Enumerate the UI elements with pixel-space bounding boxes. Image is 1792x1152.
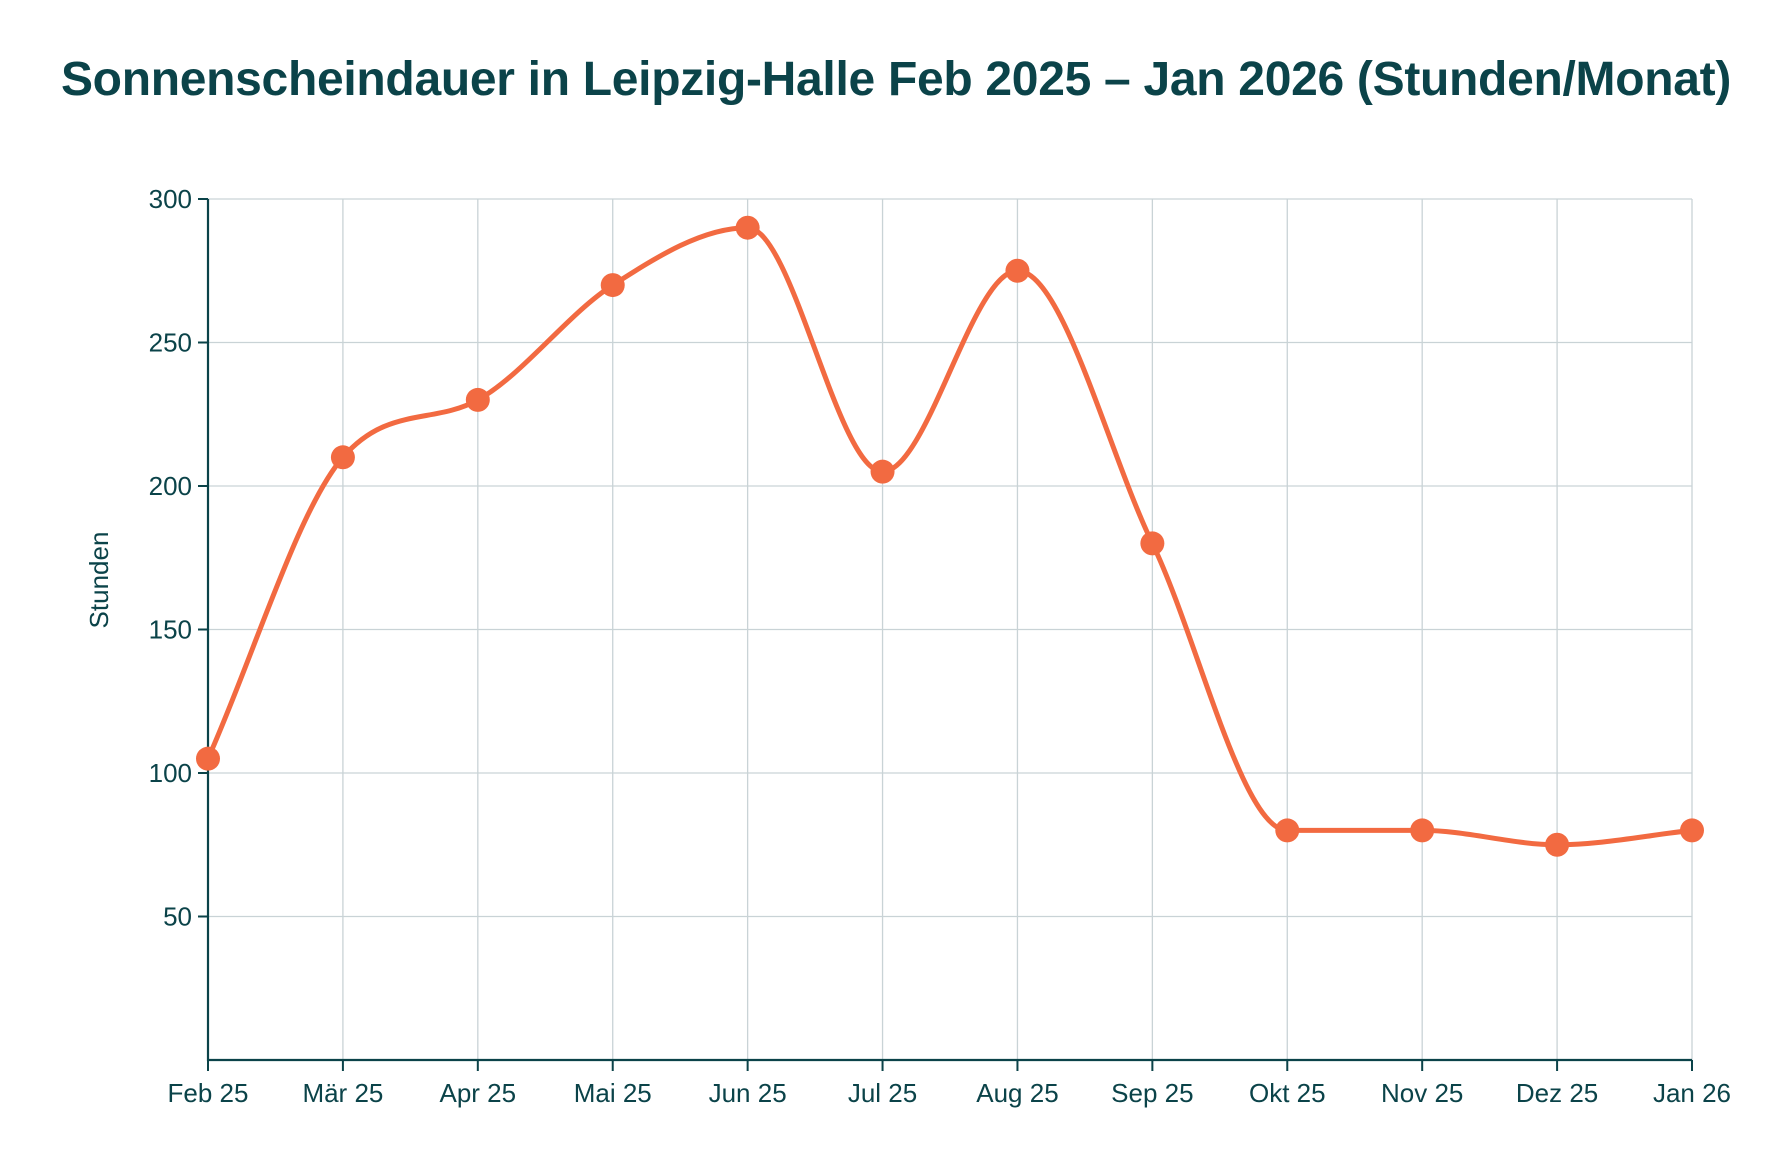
y-tick-label: 50 [163,902,192,932]
x-tick-label: Jun 25 [709,1078,787,1108]
data-point-marker [1275,818,1300,843]
data-point-marker [330,445,355,470]
data-point-marker [870,459,895,484]
data-point-marker [1005,258,1030,283]
y-tick-label: 300 [149,184,192,214]
data-point-marker [465,387,490,412]
data-point-marker [1410,818,1435,843]
gridlines [208,198,1693,1060]
y-tick-label: 250 [149,328,192,358]
y-tick-label: 200 [149,471,192,501]
chart-title: Sonnenscheindauer in Leipzig-Halle Feb 2… [60,53,1732,106]
data-point-marker [1680,818,1704,843]
data-point-marker [1140,531,1165,556]
y-axis-ticks: 50 100 150 200 250 300 [149,184,208,932]
data-point-marker [196,746,220,771]
x-tick-label: Mär 25 [302,1078,383,1108]
x-tick-label: Jul 25 [848,1078,917,1108]
x-tick-label: Mai 25 [574,1078,652,1108]
x-tick-label: Feb 25 [168,1078,249,1108]
y-axis-title: Stunden [84,532,114,629]
x-tick-label: Nov 25 [1381,1078,1463,1108]
x-tick-label: Aug 25 [976,1078,1058,1108]
x-tick-label: Sep 25 [1111,1078,1193,1108]
series-line [205,225,1695,848]
x-tick-label: Jan 26 [1653,1078,1731,1108]
data-point-marker [1545,832,1570,857]
x-tick-label: Apr 25 [440,1078,517,1108]
data-point-marker [600,273,625,298]
data-markers [196,215,1704,857]
data-point-marker [735,215,760,240]
y-tick-label: 150 [149,615,192,645]
x-tick-label: Dez 25 [1516,1078,1598,1108]
x-tick-label: Okt 25 [1249,1078,1326,1108]
y-tick-label: 100 [149,758,192,788]
x-axis-ticks: Feb 25 Mär 25 Apr 25 Mai 25 Jun 25 Jul 25 Aug … [168,1060,1731,1108]
